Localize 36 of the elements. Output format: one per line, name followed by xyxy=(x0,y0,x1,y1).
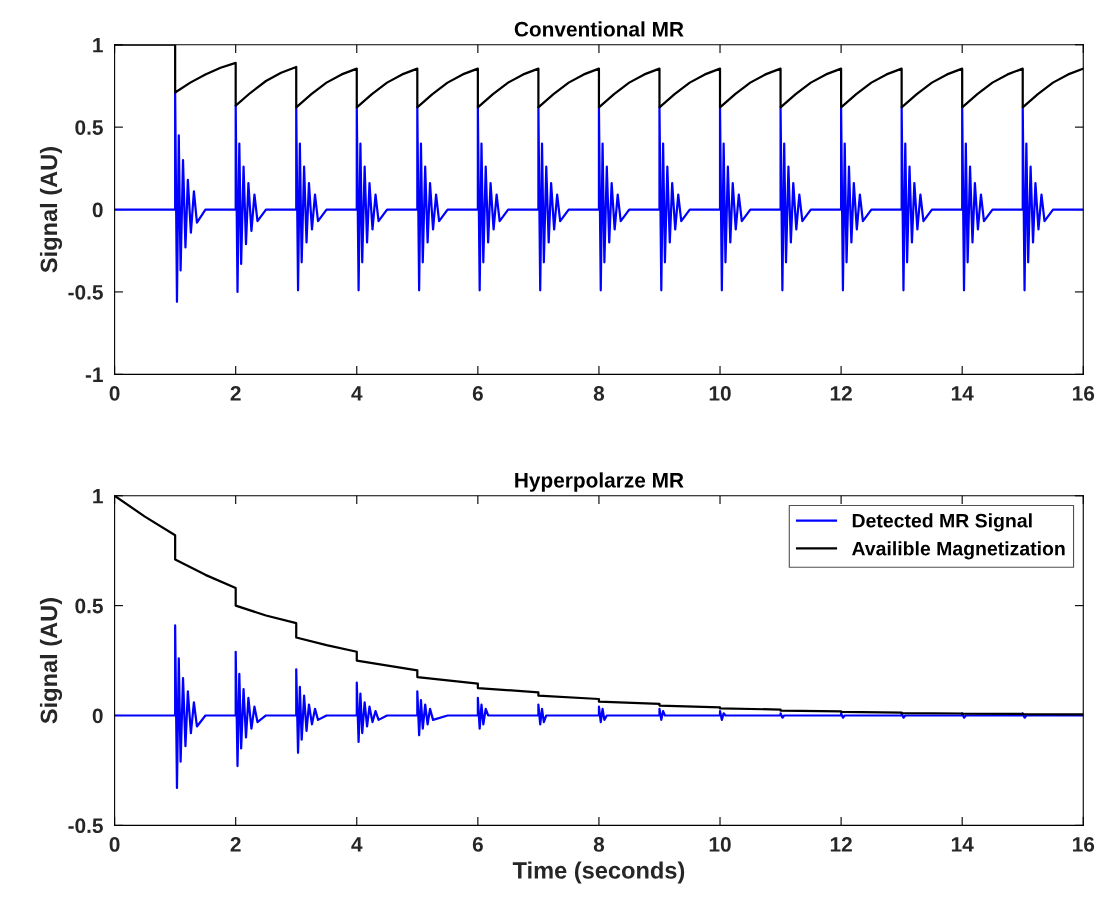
x-tick-label: 8 xyxy=(593,385,605,401)
x-tick-label: 4 xyxy=(351,386,363,401)
y-axis-title: Signal (AU) xyxy=(39,147,63,273)
x-tick-label: 8 xyxy=(593,837,605,852)
y-tick-label: -0.5 xyxy=(68,818,103,834)
x-tick-label: 12 xyxy=(830,837,852,852)
x-tick-label: 0 xyxy=(109,837,120,852)
y-tick-label: 1 xyxy=(93,488,103,504)
legend-label: Detected MR Signal xyxy=(852,513,1032,532)
x-tick-label: 14 xyxy=(951,386,974,401)
x-tick-label: 6 xyxy=(472,837,483,852)
x-axis-title: Time (seconds) xyxy=(512,861,685,884)
chart-title: Conventional MR xyxy=(514,21,684,37)
legend-label: Availible Magnetization xyxy=(852,541,1065,560)
x-tick-label: 14 xyxy=(951,837,974,852)
y-tick-label: 0 xyxy=(92,708,103,724)
y-tick-label: -1 xyxy=(85,367,103,382)
x-tick-label: 12 xyxy=(830,385,852,401)
x-tick-label: 16 xyxy=(1072,837,1095,852)
y-tick-label: 0 xyxy=(92,202,103,218)
y-tick-label: 1 xyxy=(93,37,103,53)
y-tick-label: 0.5 xyxy=(75,598,103,614)
line-series xyxy=(114,91,1084,303)
y-tick-label: 0.5 xyxy=(75,120,103,135)
x-tick-label: 10 xyxy=(709,385,731,401)
x-tick-label: 6 xyxy=(472,385,483,401)
x-tick-label: 2 xyxy=(230,837,241,852)
x-tick-label: 0 xyxy=(109,385,120,401)
x-tick-label: 2 xyxy=(230,385,241,401)
chart-title: Hyperpolarze MR xyxy=(515,472,684,492)
x-tick-label: 10 xyxy=(709,837,731,852)
line-series xyxy=(114,624,1084,790)
x-tick-label: 4 xyxy=(351,837,363,852)
y-axis-title: Signal (AU) xyxy=(39,598,63,724)
x-tick-label: 16 xyxy=(1072,385,1095,401)
y-tick-label: -0.5 xyxy=(68,284,103,300)
